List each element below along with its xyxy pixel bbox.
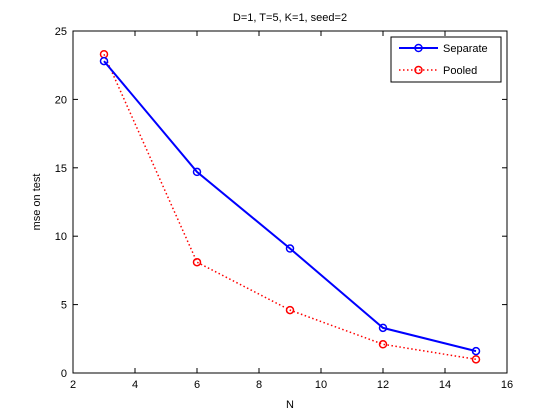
y-tick-label: 10 xyxy=(55,231,67,243)
series-line-separate xyxy=(103,60,477,353)
y-tick-label: 15 xyxy=(55,163,67,175)
y-tick-label: 5 xyxy=(61,300,67,312)
legend: Separate Pooled xyxy=(390,36,502,83)
data-point-separate xyxy=(285,244,295,253)
chart-title: D=1, T=5, K=1, seed=2 xyxy=(233,12,347,24)
y-tick-label: 0 xyxy=(61,368,67,380)
y-tick-label: 20 xyxy=(55,94,67,106)
legend-label-pooled: Pooled xyxy=(443,65,477,77)
x-tick-label: 8 xyxy=(256,379,262,391)
x-tick-label: 12 xyxy=(377,379,389,391)
plot-area xyxy=(73,31,507,373)
data-point-pooled xyxy=(285,305,295,315)
legend-label-separate: Separate xyxy=(443,43,488,55)
x-axis-label: N xyxy=(286,399,294,411)
x-tick-label: 16 xyxy=(501,379,513,391)
data-point-pooled xyxy=(471,355,481,364)
legend-marker-separate xyxy=(414,43,423,53)
x-tick-label: 6 xyxy=(194,379,200,391)
data-point-separate xyxy=(192,167,202,177)
y-axis-label: mse on test xyxy=(31,174,43,231)
series-layer xyxy=(99,50,481,364)
x-tick-label: 2 xyxy=(70,379,76,391)
legend-marker-pooled xyxy=(414,65,423,75)
data-point-separate xyxy=(99,56,109,66)
x-tick-label: 14 xyxy=(439,379,451,391)
y-axis: 0 5 10 15 20 25 xyxy=(55,26,507,380)
legend-box xyxy=(390,36,502,83)
data-point-separate xyxy=(378,323,388,333)
data-point-separate xyxy=(471,346,481,356)
data-point-pooled xyxy=(378,340,388,349)
series-line-pooled xyxy=(103,53,477,361)
y-tick-label: 25 xyxy=(55,26,67,38)
x-tick-label: 10 xyxy=(315,379,327,391)
x-tick-label: 4 xyxy=(132,379,138,391)
data-point-pooled xyxy=(192,257,202,267)
axes-box xyxy=(72,30,508,374)
